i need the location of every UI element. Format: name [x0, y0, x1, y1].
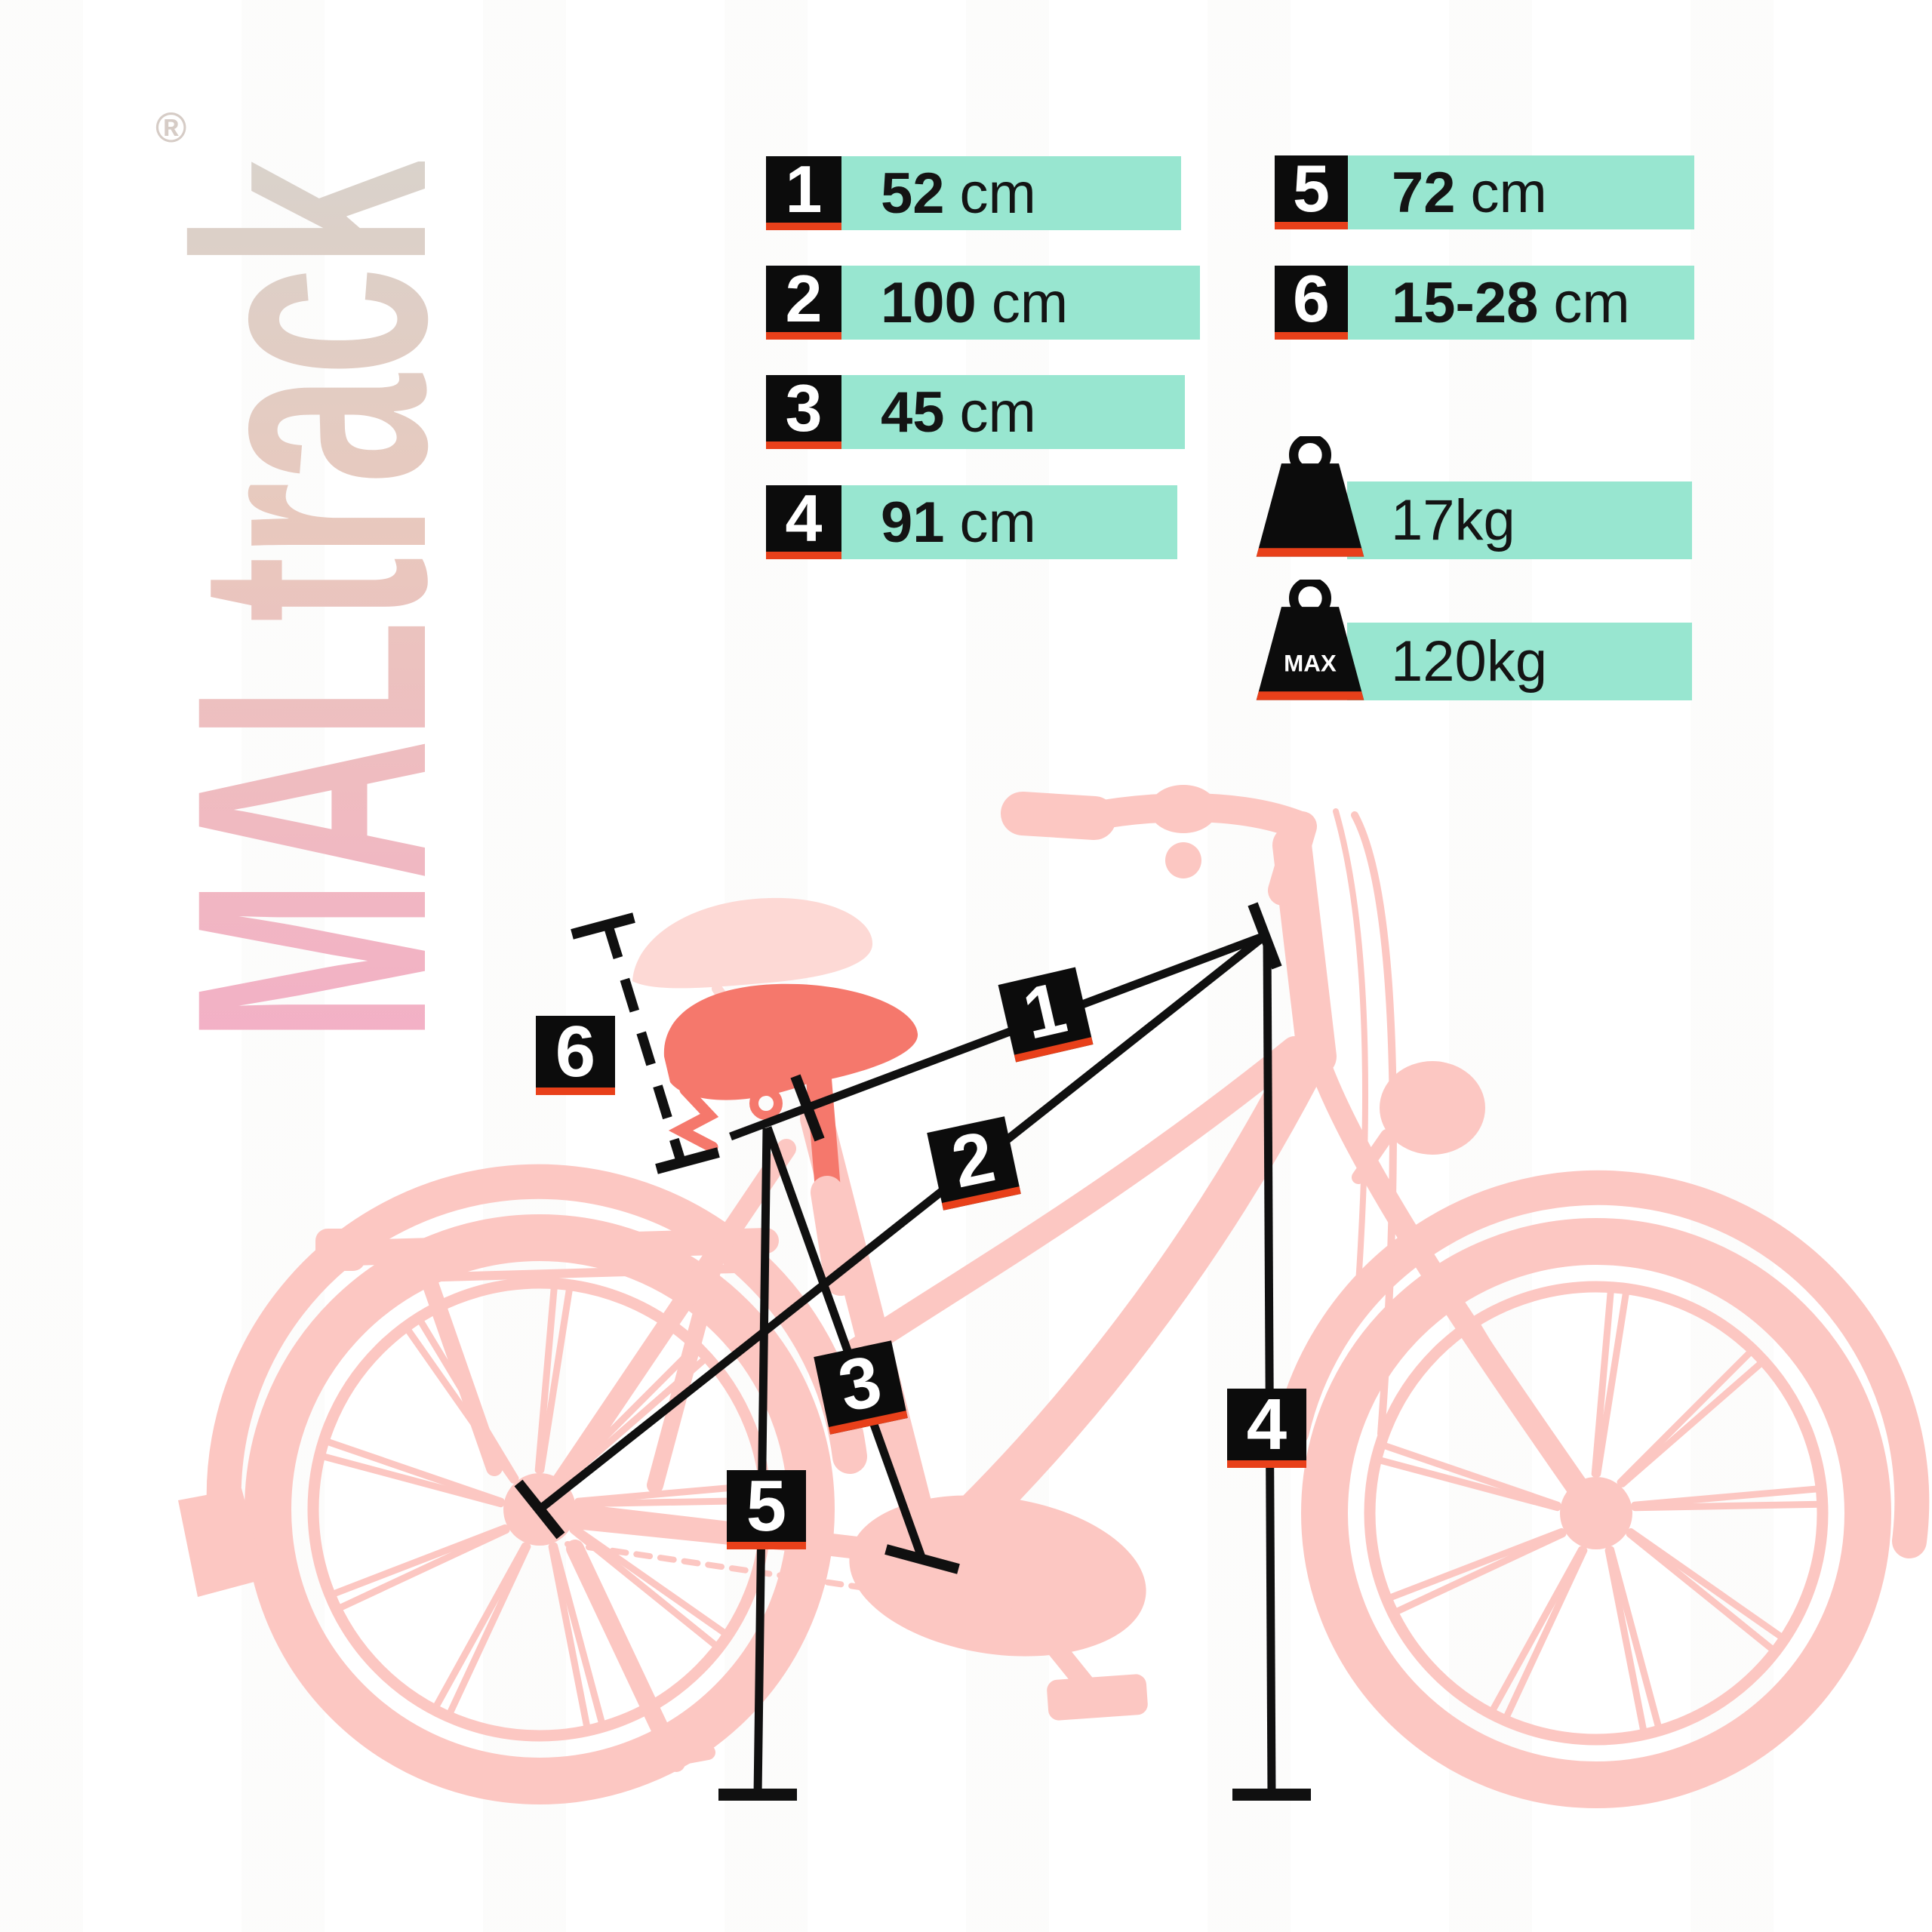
spec-unit-4: cm — [959, 490, 1036, 555]
bike-dim-label-4-text: 4 — [1246, 1383, 1287, 1465]
ghost-saddle — [632, 897, 873, 989]
spec-num-2: 2 — [785, 261, 823, 336]
spec-bar-1: 52 cm — [841, 156, 1181, 230]
spec-bar-5: 72 cm — [1348, 155, 1694, 229]
spec-value-1: 52 — [881, 161, 945, 226]
rear-mudflap — [178, 1488, 266, 1597]
max-load-bar: 120 kg — [1347, 623, 1692, 700]
bike-weight-unit: kg — [1454, 488, 1515, 552]
saddle — [663, 983, 918, 1100]
crank-arm — [988, 1566, 1103, 1703]
brake-cable-2 — [1333, 808, 1368, 1286]
spec-value-2: 100 — [881, 270, 977, 335]
spec-num-6: 6 — [1293, 261, 1330, 336]
spec-num-box-1: 1 — [766, 152, 841, 230]
pedal — [1047, 1674, 1148, 1721]
registered-trademark-icon: ® — [155, 103, 187, 151]
seat-stay — [532, 1139, 796, 1521]
bike-dim-label-6: 6 — [536, 1011, 615, 1095]
bike-weight-bar: 17 kg — [1347, 481, 1692, 559]
spec-num-4: 4 — [785, 481, 823, 555]
bike-dim-label-5-text: 5 — [746, 1465, 787, 1546]
spec-row-3: 3 45 cm — [766, 371, 1185, 449]
spec-num-box-3: 3 — [766, 371, 841, 449]
bike-weight-value: 17 — [1391, 488, 1455, 552]
bike-dim-label-1-text: 1 — [1016, 967, 1074, 1055]
spec-num-box-2: 2 — [766, 261, 841, 340]
chain — [565, 1541, 868, 1591]
bike-dim-label-2-text: 2 — [945, 1115, 1001, 1204]
spec-unit-3: cm — [959, 380, 1036, 445]
bike-dim-label-2: 2 — [927, 1115, 1021, 1211]
brake-cable — [1351, 811, 1397, 1438]
fork — [1306, 1045, 1605, 1522]
kickstand — [566, 1540, 685, 1772]
dimension-lines — [514, 902, 1311, 1801]
spec-value-4: 91 — [881, 490, 945, 555]
headlight — [1380, 1061, 1485, 1155]
dim-line-2 — [537, 932, 1268, 1513]
max-load-unit: kg — [1486, 629, 1548, 694]
dim-line-4 — [1263, 937, 1276, 1795]
bike-dim-label-3: 3 — [814, 1340, 908, 1435]
weight-max-icon: MAX — [1256, 580, 1364, 700]
spec-num-box-6: 6 — [1275, 261, 1348, 340]
spec-bar-2: 100 cm — [841, 266, 1200, 340]
max-load-value: 120 — [1391, 629, 1487, 694]
bike-dim-label-4: 4 — [1227, 1384, 1306, 1468]
spec-row-1: 1 52 cm — [766, 152, 1181, 230]
spec-num-1: 1 — [785, 152, 823, 226]
dim-line-6-dashed — [603, 924, 686, 1162]
saddle-coil — [749, 1087, 783, 1120]
spec-row-2: 2 100 cm — [766, 261, 1200, 340]
spec-num-box-5: 5 — [1275, 151, 1348, 229]
spec-unit-1: cm — [959, 161, 1036, 226]
bike-dim-label-6-text: 6 — [555, 1011, 596, 1092]
spec-value-6: 15-28 — [1392, 270, 1539, 335]
rear-wheel-spokes — [319, 1283, 767, 1731]
saddle-spring — [668, 1084, 719, 1153]
weight-icon — [1256, 436, 1364, 557]
spec-unit-2: cm — [991, 270, 1069, 335]
spec-bar-4: 91 cm — [841, 485, 1177, 559]
spec-num-3: 3 — [785, 371, 823, 445]
front-wheel-spokes — [1376, 1287, 1823, 1735]
front-fender — [1275, 1170, 1930, 1558]
dim-line-5 — [753, 1128, 771, 1795]
spec-bar-6: 15-28 cm — [1348, 266, 1694, 340]
spec-unit-5: cm — [1470, 160, 1547, 225]
right-grip — [1149, 785, 1217, 833]
bell — [1165, 842, 1201, 878]
left-grip — [1001, 792, 1116, 840]
spec-num-box-4: 4 — [766, 481, 841, 559]
max-badge-text: MAX — [1284, 651, 1337, 677]
bike-dim-label-5: 5 — [727, 1466, 806, 1549]
spec-unit-6: cm — [1553, 270, 1630, 335]
dim-line-1 — [729, 931, 1266, 1141]
dim-line-3 — [763, 1126, 927, 1561]
bike-dim-label-3-text: 3 — [832, 1340, 888, 1428]
mid-tube — [844, 1036, 1307, 1364]
spec-value-3: 45 — [881, 380, 945, 445]
spec-row-4: 4 91 cm — [766, 481, 1177, 559]
spec-row-5: 5 72 cm — [1275, 151, 1694, 229]
spec-num-5: 5 — [1293, 151, 1330, 226]
spec-value-5: 72 — [1392, 160, 1456, 225]
spec-bar-3: 45 cm — [841, 375, 1185, 449]
spec-row-6: 6 15-28 cm — [1275, 261, 1694, 340]
bike-silhouette — [178, 785, 1930, 1808]
